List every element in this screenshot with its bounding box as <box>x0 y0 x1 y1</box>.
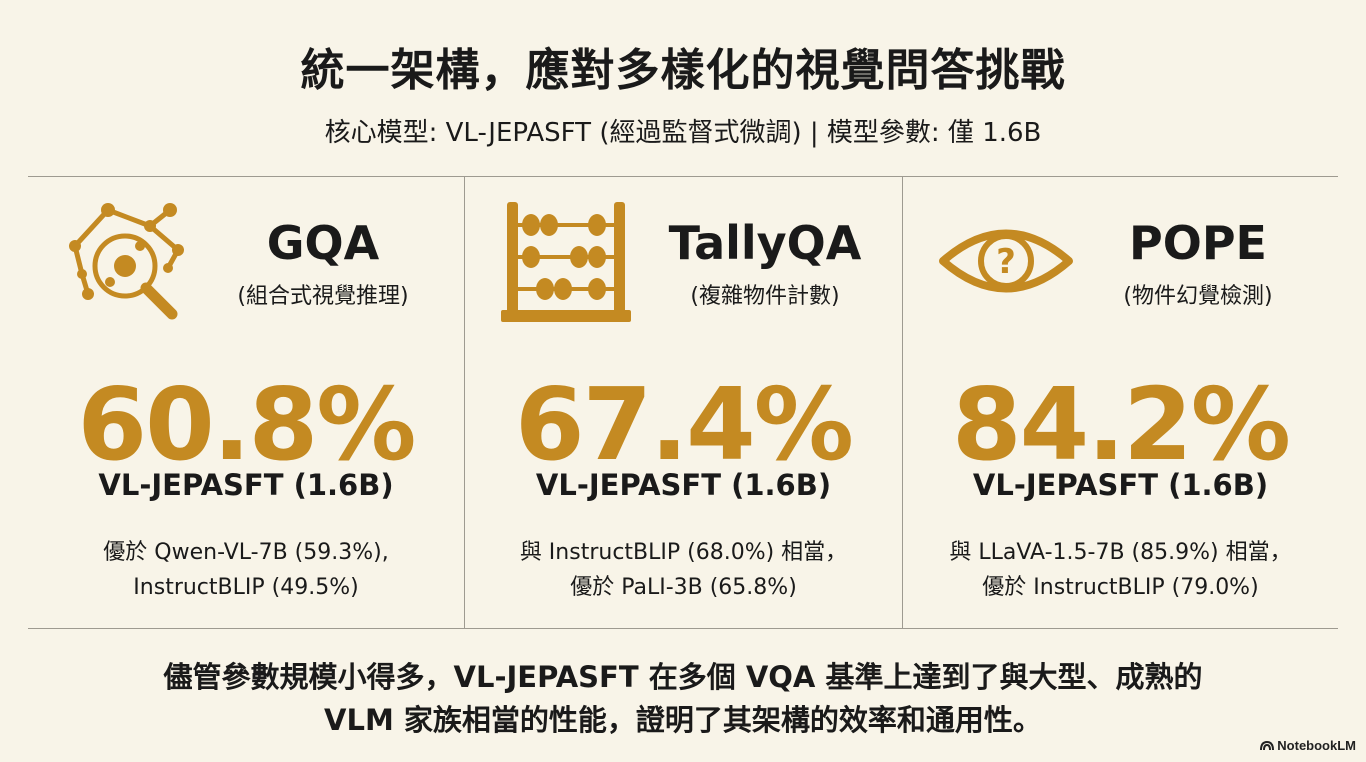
benchmark-card-gqa: GQA (組合式視覺推理) 60.8% VL-JEPASFT (1.6B) 優於… <box>28 178 464 628</box>
conclusion-text: 儘管參數規模小得多，VL-JEPASFT 在多個 VQA 基準上達到了與大型、成… <box>0 656 1366 742</box>
benchmark-subtitle: (組合式視覺推理) <box>237 284 409 309</box>
benchmark-comparison: 與 InstructBLIP (68.0%) 相當， 優於 PaLI-3B (6… <box>465 535 902 605</box>
benchmark-card-pope: ? POPE (物件幻覺檢測) 84.2% VL-JEPASFT (1.6B) … <box>903 178 1338 628</box>
brand-watermark: NotebookLM <box>1260 738 1356 754</box>
page-title: 統一架構，應對多樣化的視覺問答挑戰 <box>300 45 1066 96</box>
brand-label: NotebookLM <box>1277 737 1356 753</box>
page-subtitle: 核心模型: VL-JEPASFT (經過監督式微調) | 模型參數: 僅 1.6… <box>324 118 1042 148</box>
comparison-line: 與 LLaVA-1.5-7B (85.9%) 相當， <box>949 540 1292 565</box>
benchmark-name: GQA <box>266 216 380 270</box>
benchmark-model: VL-JEPASFT (1.6B) <box>972 468 1269 502</box>
benchmark-subtitle: (複雜物件計數) <box>690 284 840 309</box>
abacus-icon <box>501 200 631 328</box>
eye-question-icon: ? <box>939 224 1073 302</box>
benchmark-comparison: 優於 Qwen-VL-7B (59.3%), InstructBLIP (49.… <box>28 535 464 605</box>
benchmark-comparison: 與 LLaVA-1.5-7B (85.9%) 相當， 優於 InstructBL… <box>903 535 1338 605</box>
comparison-line: InstructBLIP (49.5%) <box>133 575 359 600</box>
benchmark-name: TallyQA <box>668 216 862 270</box>
magnifier-network-icon <box>60 198 190 328</box>
svg-text:?: ? <box>996 242 1016 282</box>
conclusion-line: 儘管參數規模小得多，VL-JEPASFT 在多個 VQA 基準上達到了與大型、成… <box>163 660 1203 694</box>
benchmark-score: 67.4% <box>515 366 854 483</box>
column-divider <box>464 177 465 628</box>
benchmark-score: 60.8% <box>77 366 417 483</box>
notebooklm-logo-icon <box>1260 739 1275 754</box>
benchmark-subtitle: (物件幻覺檢測) <box>1123 284 1273 309</box>
comparison-line: 優於 Qwen-VL-7B (59.3%), <box>103 540 389 565</box>
bottom-divider <box>28 628 1338 629</box>
comparison-line: 與 InstructBLIP (68.0%) 相當， <box>519 540 848 565</box>
conclusion-line: VLM 家族相當的性能，證明了其架構的效率和通用性。 <box>324 703 1042 737</box>
benchmark-score: 84.2% <box>952 366 1291 483</box>
comparison-line: 優於 PaLI-3B (65.8%) <box>570 575 797 600</box>
comparison-line: 優於 InstructBLIP (79.0%) <box>982 575 1259 600</box>
benchmark-model: VL-JEPASFT (1.6B) <box>98 468 394 502</box>
benchmark-model: VL-JEPASFT (1.6B) <box>535 468 832 502</box>
column-divider <box>902 177 903 628</box>
top-divider <box>28 176 1338 177</box>
benchmark-name: POPE <box>1129 216 1267 270</box>
benchmark-card-tallyqa: TallyQA (複雜物件計數) 67.4% VL-JEPASFT (1.6B)… <box>465 178 902 628</box>
